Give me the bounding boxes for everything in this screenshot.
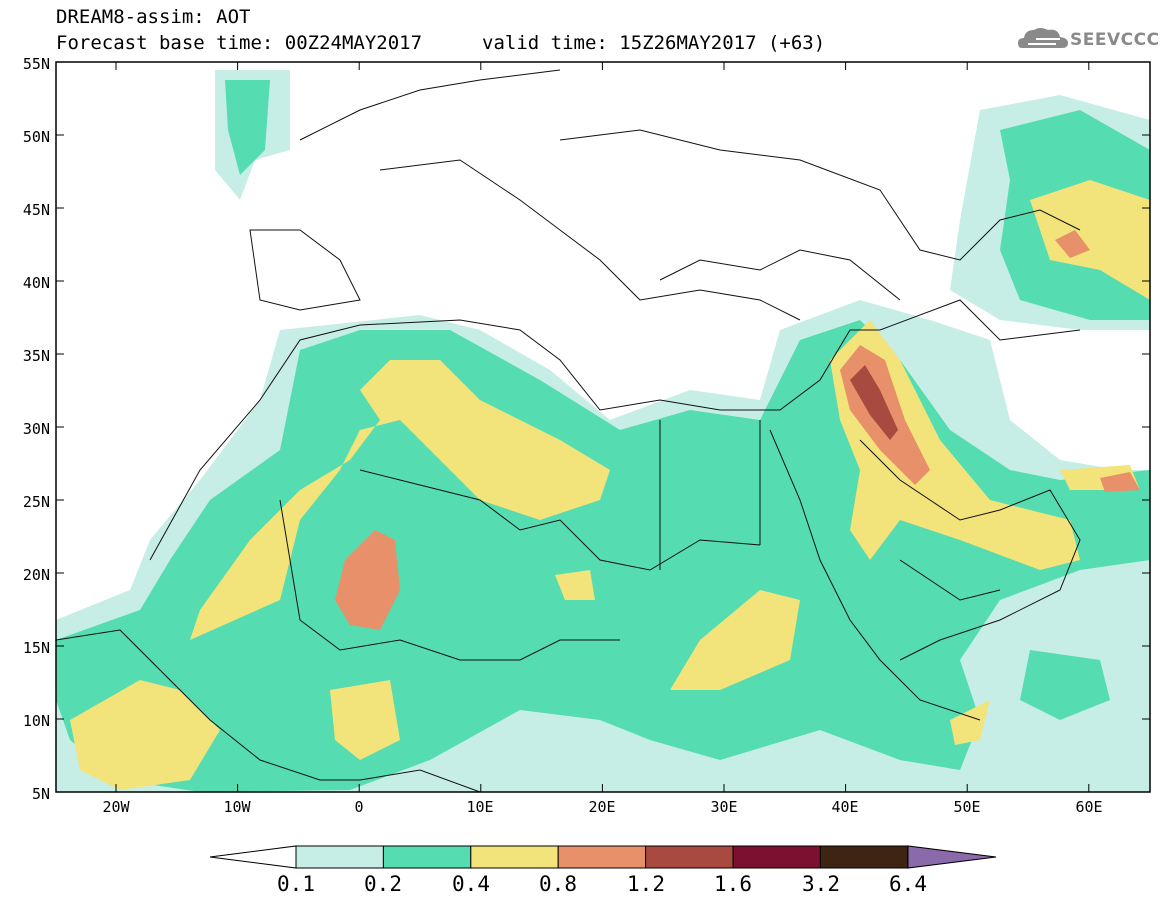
lat-label-45n: 45N xyxy=(22,201,50,219)
lon-label-10e: 10E xyxy=(466,798,494,816)
lon-label-40e: 40E xyxy=(831,798,859,816)
map-title: DREAM8-assim: AOT xyxy=(56,6,251,28)
colorbar-label-6.4: 6.4 xyxy=(889,872,927,896)
lat-label-35n: 35N xyxy=(22,347,50,365)
colorbar xyxy=(209,845,997,869)
colorbar-box-1 xyxy=(382,845,472,869)
lat-label-40n: 40N xyxy=(22,274,50,292)
coastlines xyxy=(56,69,1081,792)
colorbar-box-6 xyxy=(819,845,909,869)
colorbar-label-0.4: 0.4 xyxy=(452,872,490,896)
lon-label-20w: 20W xyxy=(102,798,130,816)
lon-label-0: 0 xyxy=(354,798,364,816)
colorbar-box-0 xyxy=(295,845,384,869)
colorbar-box-5 xyxy=(732,845,821,869)
lat-label-20n: 20N xyxy=(22,566,50,584)
colorbar-label-0.2: 0.2 xyxy=(364,872,402,896)
colorbar-over-arrow xyxy=(907,845,997,869)
colorbar-box-4 xyxy=(645,845,734,869)
lon-label-30e: 30E xyxy=(710,798,738,816)
colorbar-label-3.2: 3.2 xyxy=(802,872,840,896)
forecast-base-time: Forecast base time: 00Z24MAY2017 xyxy=(56,32,423,54)
aot-field xyxy=(56,70,1150,792)
axis-ticks xyxy=(56,61,1150,793)
colorbar-label-0.8: 0.8 xyxy=(539,872,577,896)
valid-time: valid time: 15Z26MAY2017 (+63) xyxy=(482,32,826,54)
cloud-icon xyxy=(1018,28,1068,48)
aot-level-1.2 xyxy=(850,365,898,440)
lat-label-10n: 10N xyxy=(22,712,50,730)
colorbar-label-1.6: 1.6 xyxy=(714,872,752,896)
lat-label-15n: 15N xyxy=(22,639,50,657)
colorbar-label-1.2: 1.2 xyxy=(627,872,665,896)
lon-label-60e: 60E xyxy=(1075,798,1103,816)
lon-label-50e: 50E xyxy=(953,798,981,816)
lon-label-10w: 10W xyxy=(223,798,251,816)
lon-label-20e: 20E xyxy=(588,798,616,816)
lat-label-50n: 50N xyxy=(22,128,50,146)
lat-label-55n: 55N xyxy=(22,55,50,73)
colorbar-box-2 xyxy=(470,845,559,869)
lat-label-5n: 5N xyxy=(31,785,50,803)
colorbar-box-3 xyxy=(557,845,647,869)
lat-label-25n: 25N xyxy=(22,493,50,511)
colorbar-label-0.1: 0.1 xyxy=(277,872,315,896)
colorbar-under-arrow xyxy=(209,845,297,869)
seevccc-logo: SEEVCCC xyxy=(1070,30,1160,50)
lat-label-30n: 30N xyxy=(22,420,50,438)
